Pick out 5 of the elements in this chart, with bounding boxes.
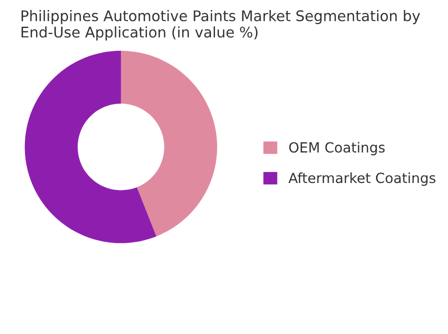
legend-label: OEM Coatings	[289, 142, 385, 156]
donut-slice	[24, 50, 156, 244]
chart-title: Philippines Automotive Paints Market Segmentation by End-Use Application (in value %)	[22, 10, 420, 40]
donut-slice	[120, 50, 218, 236]
legend-label: Aftermarket Coatings	[288, 172, 436, 186]
